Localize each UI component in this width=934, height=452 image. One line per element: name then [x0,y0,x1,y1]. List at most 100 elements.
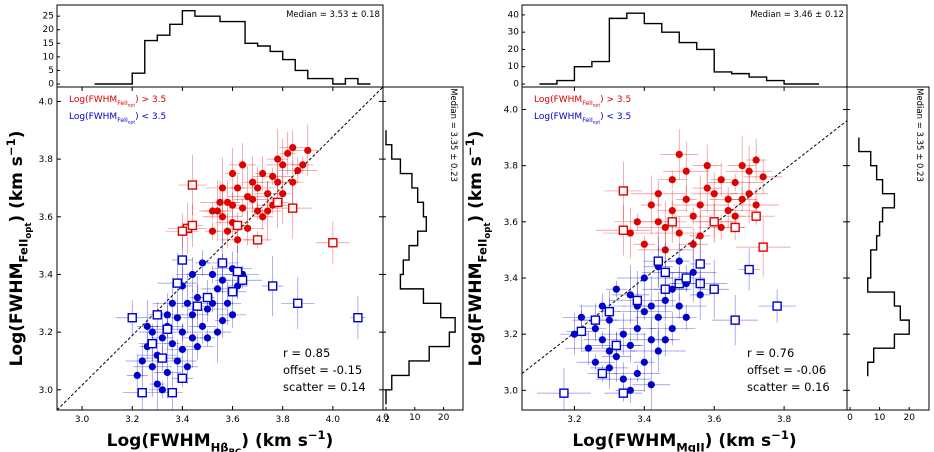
red-circle-point [289,178,297,186]
red-circle-point [731,178,739,187]
red-circle-point [738,195,746,203]
blue-circle-point [188,334,197,342]
red-circle-point [233,184,242,192]
one-to-one-line [521,120,848,374]
top-hist-frame [56,4,384,88]
blue-square-point [730,315,740,325]
red-square-point [187,180,198,190]
red-square-point [618,225,629,235]
red-circle-point [216,198,224,206]
legend-blue-label: Log(FWHMFeIIopt) < 3.5 [534,112,631,126]
y-tick-label: 3.8 [39,155,54,165]
blue-square-point [611,340,622,351]
blue-square-point [172,278,183,288]
blue-square-point [202,292,213,303]
blue-square-point [217,258,228,268]
red-circle-point [284,149,292,157]
right-hist-x-tick-label: 10 [874,413,886,423]
blue-circle-point [218,276,227,284]
blue-circle-point [647,302,655,310]
red-circle-point [633,218,641,226]
right-panel: 3.2 3.4 3.6 3.8 3.0 3.2 3.4 3.6 3.8 4.0 Log(FWHMFe… [463,4,930,452]
blue-square-point [604,306,615,317]
red-square-point [758,242,768,252]
red-circle-point [745,167,753,175]
y-tick-label: 4.0 [39,97,54,107]
x-tick-label: 3.2 [567,415,581,425]
top-hist-y-tick-label: 25 [43,12,54,22]
blue-circle-point [148,328,156,336]
blue-square-point [192,301,203,311]
blue-square-point [618,388,629,398]
blue-square-point [590,315,601,325]
y-tick-label: 3.0 [504,386,519,396]
red-circle-point [682,167,690,175]
blue-square-point [237,275,248,285]
blue-circle-point [626,341,634,349]
blue-circle-point [203,305,212,313]
stat-offset: offset = -0.06 [747,363,826,377]
blue-circle-point [668,285,676,293]
red-circle-point [724,195,732,203]
blue-square-point [227,287,238,297]
legend-red-label: Log(FWHMFeIIopt) > 3.5 [69,95,166,109]
blue-square-point [137,387,147,398]
blue-circle-point [188,311,197,319]
red-circle-point [654,218,662,226]
x-tick-label: 3.4 [175,415,190,425]
blue-square-point [681,273,691,283]
blue-circle-point [158,334,166,342]
scatter-frame [521,86,848,411]
y-tick-label: 3.6 [39,213,54,223]
red-circle-point [208,207,217,215]
top-histogram-step [94,10,371,85]
top-hist-y-tick-label: 40 [508,10,520,20]
x-tick-label: 4.2 [376,415,390,425]
red-circle-point [279,161,287,169]
blue-circle-point [143,322,151,330]
red-circle-point [640,240,648,248]
x-tick-label: 4.0 [326,415,341,425]
blue-circle-point [570,330,579,338]
blue-square-point [167,387,178,398]
blue-circle-point [598,302,606,310]
top-hist-y-tick-label: 15 [43,39,54,49]
blue-square-point [709,284,719,294]
blue-circle-point [675,302,683,310]
blue-circle-point [654,313,662,321]
red-circle-point [223,227,232,235]
y-tick-label: 3.2 [504,330,518,340]
red-square-point [177,226,188,236]
red-circle-point [717,223,725,232]
blue-circle-point [158,386,166,394]
stat-r: r = 0.76 [747,346,794,360]
red-circle-point [279,190,287,198]
blue-circle-point [605,347,613,355]
red-circle-point [668,176,676,184]
red-square-point [232,220,243,231]
blue-circle-point [675,257,683,265]
blue-circle-point [163,311,171,319]
blue-square-point [772,301,782,311]
right-hist-median: Median = 3.35 ± 0.23 [448,88,458,182]
top-hist-y-tick-label: 10 [508,62,520,72]
red-circle-point [213,207,222,215]
blue-circle-point [183,363,191,371]
blue-circle-point [577,313,586,321]
blue-square-point [597,368,608,379]
data-points [115,124,366,410]
red-circle-point [228,169,237,178]
blue-circle-point [668,324,676,333]
blue-circle-point [619,375,627,383]
y-tick-label: 3.6 [504,218,519,228]
red-square-point [667,217,677,227]
legend-red-label: Log(FWHMFeIIopt) > 3.5 [534,95,631,109]
red-circle-point [738,162,746,170]
red-circle-point [218,213,227,221]
red-circle-point [228,201,237,209]
red-square-point [328,238,338,248]
red-circle-point [661,223,669,232]
blue-square-point [127,313,137,323]
red-square-point [709,217,719,227]
red-circle-point [759,173,767,181]
